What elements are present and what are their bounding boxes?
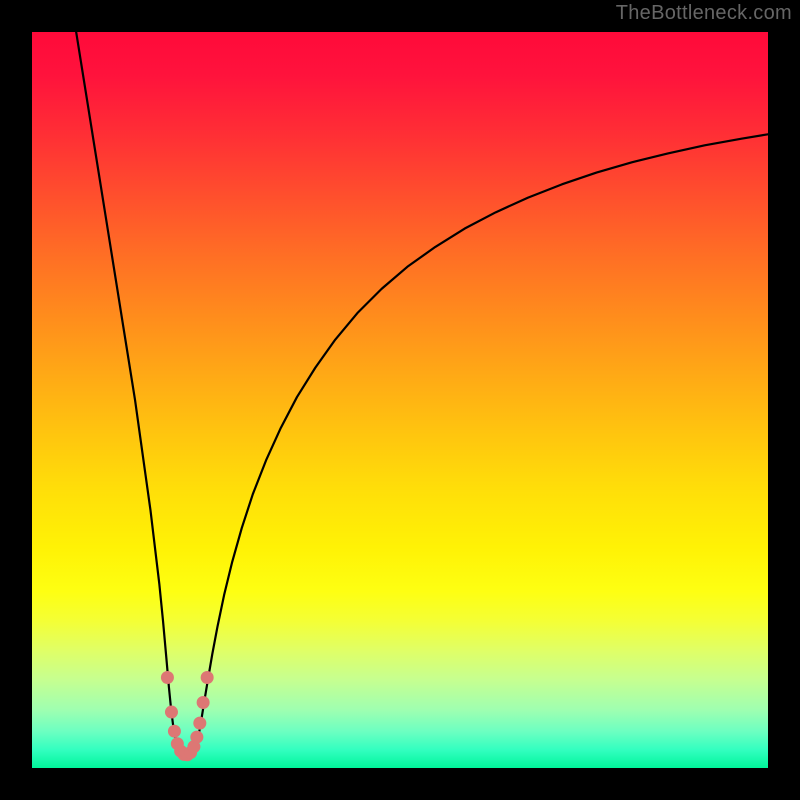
chart-svg: [0, 0, 800, 800]
curve-dip-marker: [201, 671, 214, 684]
plot-area: [32, 32, 768, 768]
curve-dip-marker: [197, 696, 210, 709]
chart-stage: TheBottleneck.com: [0, 0, 800, 800]
curve-dip-marker: [161, 671, 174, 684]
curve-dip-marker: [190, 731, 203, 744]
curve-dip-marker: [168, 725, 181, 738]
curve-dip-marker: [165, 706, 178, 719]
watermark-text: TheBottleneck.com: [616, 2, 792, 25]
curve-dip-marker: [193, 717, 206, 730]
